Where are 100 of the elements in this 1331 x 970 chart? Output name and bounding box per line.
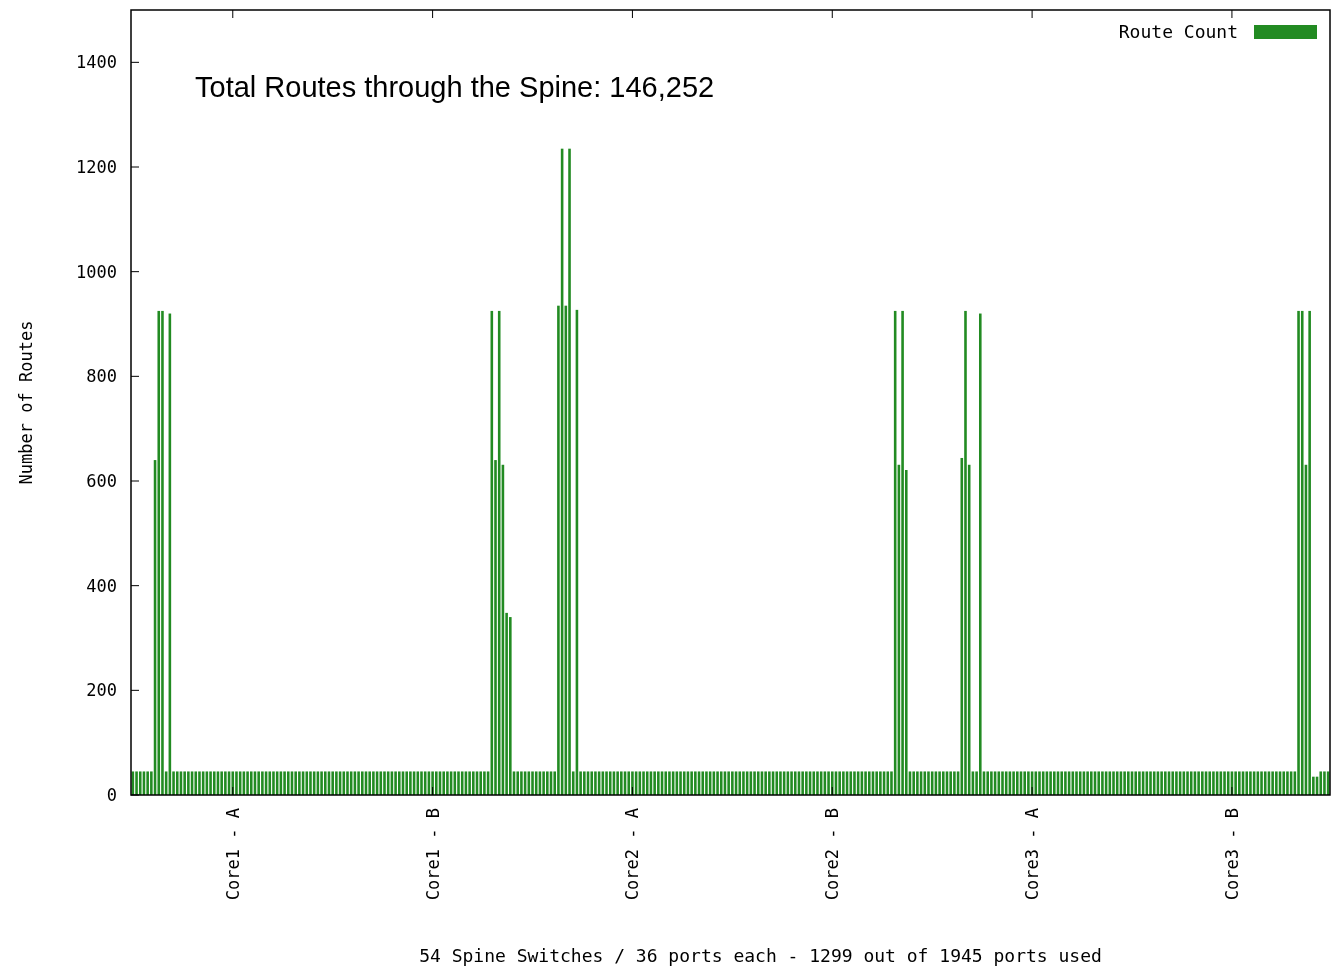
bar <box>305 771 309 795</box>
bar <box>1060 771 1063 795</box>
bar <box>1300 310 1304 795</box>
y-tick-label: 1200 <box>76 156 117 177</box>
bar <box>953 771 956 795</box>
bar <box>664 771 668 795</box>
bar <box>1234 771 1237 795</box>
bar <box>335 771 338 795</box>
bar <box>1323 771 1326 795</box>
bar <box>1171 771 1175 795</box>
bar <box>1127 771 1130 795</box>
bar <box>668 771 671 795</box>
bar <box>231 771 235 795</box>
bar <box>1175 771 1178 795</box>
bar <box>594 771 597 795</box>
bar <box>261 771 264 795</box>
bar <box>1223 771 1226 795</box>
bar <box>616 771 619 795</box>
bar <box>653 771 656 795</box>
bar <box>812 771 816 795</box>
bar <box>209 771 212 795</box>
bar <box>135 771 138 795</box>
bar <box>738 771 742 795</box>
bar <box>1001 771 1004 795</box>
bar <box>705 771 708 795</box>
bar <box>212 771 216 795</box>
bar <box>979 313 982 795</box>
bar <box>435 771 438 795</box>
y-tick-label: 800 <box>86 366 117 387</box>
bar <box>842 771 845 795</box>
bar <box>838 771 841 795</box>
bar <box>1149 771 1152 795</box>
bar <box>342 771 346 795</box>
bar <box>161 310 164 795</box>
bar <box>1186 771 1189 795</box>
bar <box>442 771 445 795</box>
bar <box>1016 771 1019 795</box>
y-tick-label: 600 <box>86 470 117 491</box>
annotation: Total Routes through the Spine: 146,252 <box>195 71 715 103</box>
bar <box>479 771 482 795</box>
bar <box>997 771 1001 795</box>
bar <box>268 771 272 795</box>
bar <box>383 771 386 795</box>
bar <box>346 771 349 795</box>
bar <box>1138 771 1141 795</box>
bar <box>497 310 501 795</box>
bar <box>187 771 190 795</box>
bar <box>793 771 797 795</box>
bar <box>520 771 523 795</box>
bar <box>768 771 771 795</box>
bar <box>1275 771 1278 795</box>
bar <box>138 771 142 795</box>
bar <box>1286 771 1289 795</box>
bar <box>183 771 186 795</box>
y-tick-label: 400 <box>86 575 117 596</box>
bar <box>694 771 697 795</box>
bar <box>805 771 808 795</box>
bar <box>534 771 538 795</box>
bar <box>990 771 993 795</box>
bar <box>1152 771 1156 795</box>
bar <box>827 771 830 795</box>
bar <box>927 771 930 795</box>
bar <box>331 771 334 795</box>
x-tick-label: Core2 - B <box>822 808 843 901</box>
bar <box>875 771 878 795</box>
bar <box>175 771 179 795</box>
bar <box>627 771 631 795</box>
bar <box>605 771 608 795</box>
bar <box>727 771 730 795</box>
bar <box>690 771 693 795</box>
bar <box>716 771 719 795</box>
bar <box>941 771 945 795</box>
bar <box>294 771 297 795</box>
x-tick-label: Core3 - A <box>1022 808 1043 901</box>
bar <box>320 771 323 795</box>
bar <box>964 310 967 795</box>
bar <box>298 771 301 795</box>
bar <box>1078 771 1082 795</box>
bar <box>1086 771 1089 795</box>
bar <box>457 771 460 795</box>
bar <box>764 771 767 795</box>
bar <box>923 771 927 795</box>
bar <box>249 771 253 795</box>
bar <box>1245 771 1249 795</box>
bar <box>531 771 534 795</box>
bar <box>1282 771 1286 795</box>
bar <box>986 771 989 795</box>
bar <box>779 771 782 795</box>
bar <box>901 310 904 795</box>
bar <box>360 771 364 795</box>
bar <box>1112 771 1115 795</box>
x-tick-label: Core2 - A <box>622 808 643 901</box>
bar <box>323 771 327 795</box>
bar <box>590 771 594 795</box>
bar <box>1064 771 1067 795</box>
bar <box>157 310 161 795</box>
bar <box>719 771 723 795</box>
bar <box>246 771 249 795</box>
bar <box>1208 771 1212 795</box>
y-tick-label: 1400 <box>76 52 117 73</box>
